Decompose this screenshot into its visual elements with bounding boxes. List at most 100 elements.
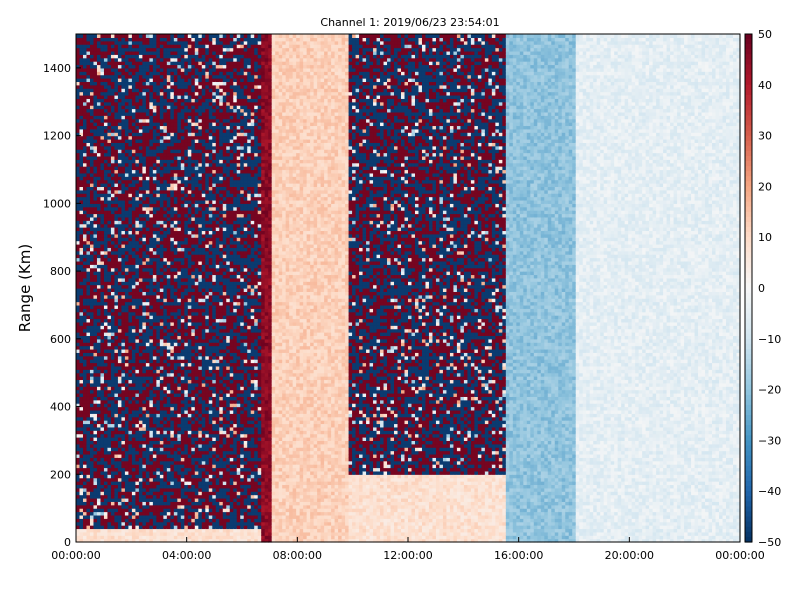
heatmap-cell: [96, 423, 102, 428]
heatmap-cell: [117, 237, 123, 242]
heatmap-cell: [114, 359, 119, 364]
heatmap-cell: [82, 88, 88, 93]
heatmap-cell: [103, 352, 109, 357]
heatmap-cell: [79, 325, 84, 330]
heatmap-cell: [117, 348, 123, 353]
heatmap-cell: [79, 511, 84, 516]
heatmap-cell: [100, 325, 105, 330]
heatmap-cell: [100, 511, 105, 516]
heatmap-cell: [103, 481, 109, 486]
heatmap-cell: [100, 44, 105, 49]
heatmap-cell: [117, 311, 123, 316]
heatmap-cell: [86, 94, 91, 99]
heatmap-cell: [121, 288, 126, 292]
heatmap-cell: [96, 230, 102, 235]
heatmap-cell: [103, 359, 109, 364]
heatmap-cell: [79, 216, 84, 221]
heatmap-cell: [100, 206, 105, 211]
heatmap-cell: [82, 294, 88, 299]
heatmap-cell: [121, 237, 126, 242]
heatmap-cell: [82, 108, 88, 113]
heatmap-cell: [117, 291, 123, 296]
heatmap-cell: [86, 426, 91, 431]
heatmap-cell: [93, 332, 98, 337]
heatmap-cell: [89, 94, 95, 99]
heatmap-cell: [89, 365, 95, 370]
heatmap-cell: [114, 37, 119, 42]
heatmap-cell: [107, 142, 112, 147]
heatmap-cell: [76, 477, 81, 482]
heatmap-cell: [114, 457, 119, 462]
heatmap-cell: [86, 315, 91, 320]
heatmap-cell: [86, 284, 91, 289]
heatmap-cell: [124, 453, 130, 458]
heatmap-cell: [110, 335, 116, 340]
heatmap-cell: [110, 460, 116, 465]
heatmap-cell: [89, 348, 95, 353]
heatmap-cell: [96, 125, 102, 130]
heatmap-cell: [124, 338, 130, 343]
heatmap-cell: [117, 440, 123, 445]
heatmap-cell: [110, 277, 116, 282]
heatmap-cell: [86, 243, 91, 248]
heatmap-cell: [107, 254, 112, 259]
heatmap-cell: [124, 409, 130, 414]
heatmap-cell: [86, 186, 91, 191]
heatmap-cell: [128, 34, 133, 38]
heatmap-cell: [103, 413, 109, 418]
heatmap-cell: [79, 40, 84, 45]
heatmap-cell: [107, 477, 112, 482]
heatmap-cell: [82, 186, 88, 191]
heatmap-cell: [124, 504, 130, 509]
heatmap-cell: [138, 34, 143, 38]
heatmap-cell: [121, 74, 126, 79]
heatmap-cell: [117, 355, 123, 360]
heatmap-cell: [82, 159, 88, 164]
heatmap-cell: [103, 386, 109, 391]
heatmap-cell: [110, 301, 116, 306]
heatmap-cell: [114, 528, 119, 533]
heatmap-cell: [107, 525, 112, 530]
heatmap-cell: [121, 44, 126, 49]
heatmap-cell: [114, 142, 119, 147]
heatmap-cell: [100, 338, 105, 343]
heatmap-cell: [93, 159, 98, 164]
heatmap-cell: [79, 437, 84, 441]
heatmap-cell: [110, 88, 116, 93]
heatmap-cell: [100, 233, 105, 238]
heatmap-cell: [86, 494, 91, 499]
heatmap-cell: [86, 288, 91, 292]
heatmap-cell: [110, 128, 116, 133]
heatmap-cell: [114, 257, 119, 262]
heatmap-cell: [89, 518, 95, 523]
heatmap-cell: [79, 118, 84, 123]
heatmap-cell: [76, 162, 81, 167]
heatmap-cell: [110, 464, 116, 469]
heatmap-cell: [96, 206, 102, 211]
heatmap-cell: [124, 149, 130, 154]
heatmap-cell: [89, 308, 95, 313]
heatmap-cell: [82, 223, 88, 228]
heatmap-cell: [121, 437, 126, 441]
heatmap-cell: [110, 481, 116, 486]
heatmap-cell: [124, 365, 130, 370]
heatmap-cell: [96, 477, 102, 482]
heatmap-cell: [103, 416, 109, 421]
heatmap-cell: [86, 464, 91, 469]
heatmap-cell: [86, 240, 91, 245]
heatmap-cell: [121, 348, 126, 353]
heatmap-cell: [86, 162, 91, 167]
heatmap-cell: [114, 318, 119, 323]
heatmap-cell: [117, 284, 123, 289]
heatmap-cell: [82, 81, 88, 86]
heatmap-cell: [107, 423, 112, 428]
heatmap-cell: [117, 230, 123, 235]
heatmap-cell: [89, 538, 95, 543]
heatmap-cell: [96, 159, 102, 164]
heatmap-cell: [86, 376, 91, 381]
heatmap-cell: [82, 44, 88, 49]
heatmap-cell: [124, 399, 130, 404]
heatmap-cell: [93, 166, 98, 171]
heatmap-cell: [121, 284, 126, 289]
heatmap-cell: [103, 321, 109, 326]
